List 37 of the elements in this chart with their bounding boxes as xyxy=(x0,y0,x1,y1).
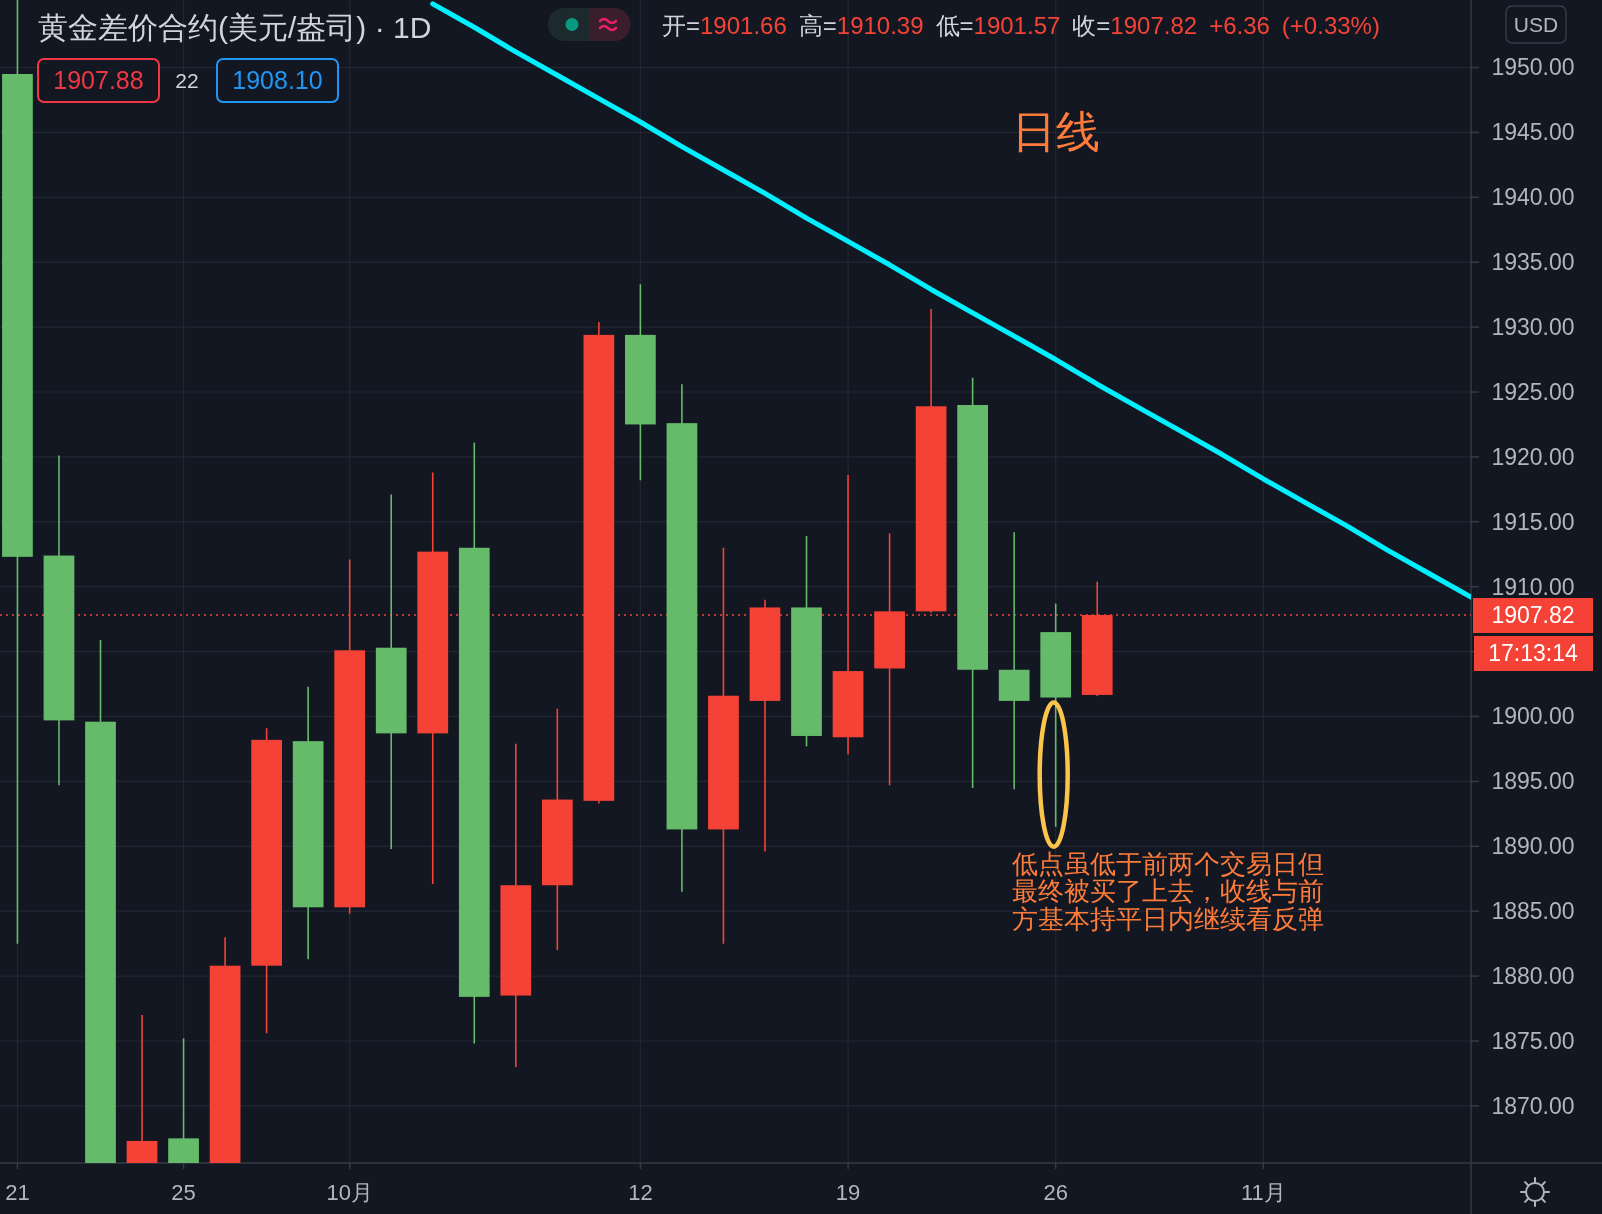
x-tick-label: 25 xyxy=(171,1180,196,1205)
annotation: 22 xyxy=(175,69,199,92)
annotation: 日线 xyxy=(1012,107,1100,156)
currency-label: USD xyxy=(1505,5,1567,44)
y-tick-label: 1920.00 xyxy=(1491,443,1575,470)
y-tick-label: 1950.00 xyxy=(1491,54,1575,81)
countdown-label: 17:13:14 xyxy=(1474,636,1593,671)
y-tick-label: 1930.00 xyxy=(1491,314,1575,341)
text: 开=1901.66 高=1910.39 低=1901.57 收=1907.82 +6.36 (+0.33%) xyxy=(662,12,1380,39)
y-tick-label: 1935.00 xyxy=(1491,249,1575,276)
y-tick-label: 1925.00 xyxy=(1491,378,1575,405)
x-tick-label: 19 xyxy=(835,1180,861,1205)
y-tick-label: 1945.00 xyxy=(1491,119,1575,146)
annotation: 1907.88 xyxy=(53,66,144,94)
price-label: 1907.82 xyxy=(1473,598,1593,633)
y-tick-label: 1870.00 xyxy=(1491,1092,1575,1119)
y-tick-label: 1895.00 xyxy=(1491,768,1575,795)
annotation: 低点虽低于前两个交易日但最终被买了上去，收线与前方基本持平日内继续看反弹 xyxy=(1011,848,1324,934)
x-tick-label: 21 xyxy=(5,1180,30,1205)
y-tick-label: 1885.00 xyxy=(1491,898,1575,925)
annotation: 1908.10 xyxy=(232,66,323,94)
y-tick-label: 1880.00 xyxy=(1491,963,1575,990)
y-tick-label: 1910.00 xyxy=(1491,573,1575,600)
y-tick-label: 1875.00 xyxy=(1491,1027,1575,1054)
sell-price: 1907.88 xyxy=(37,58,160,103)
buy-price: 1908.10 xyxy=(216,58,339,103)
y-tick-label: 1890.00 xyxy=(1491,833,1575,860)
chart-title: 黄金差价合约(美元/盎司) · 1D xyxy=(38,11,432,44)
x-tick-label: 10月 xyxy=(326,1180,373,1205)
y-axis-title: USD xyxy=(1513,13,1559,36)
ref-line-label: 1907.82 xyxy=(1491,601,1575,628)
y-tick-label: 1900.00 xyxy=(1491,703,1575,730)
x-tick-label: 26 xyxy=(1043,1180,1068,1205)
x-tick-label: 12 xyxy=(628,1180,653,1205)
x-tick-label: 11月 xyxy=(1240,1180,1286,1205)
y-tick-label: 1915.00 xyxy=(1491,508,1575,535)
y-tick-label: 1940.00 xyxy=(1491,184,1575,211)
